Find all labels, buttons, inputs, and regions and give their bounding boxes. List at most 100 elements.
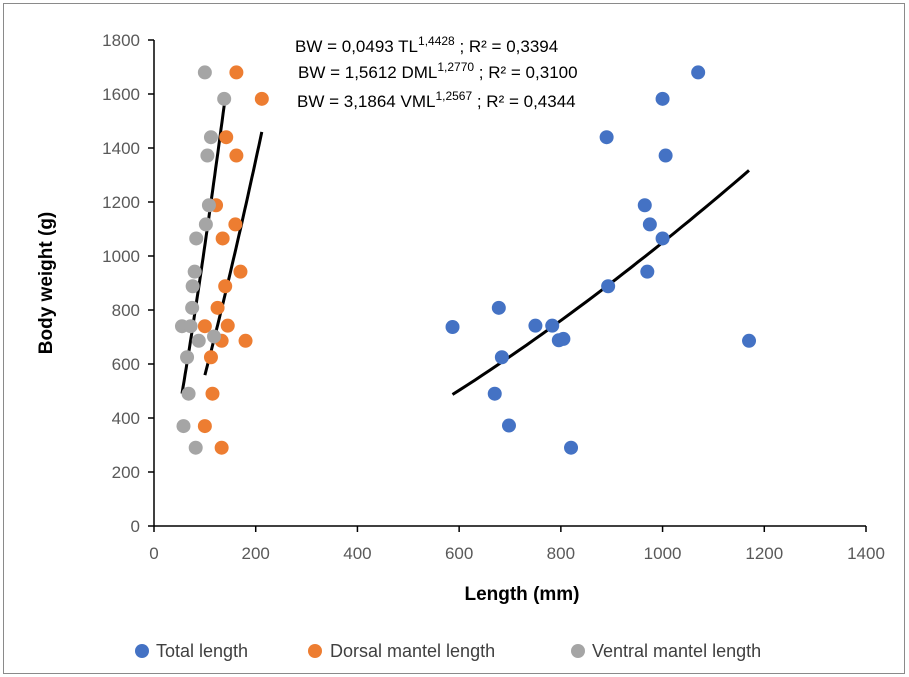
data-point	[185, 279, 200, 294]
data-point	[181, 386, 196, 401]
equation-exponent: 1,2770	[437, 60, 474, 74]
chart-frame	[3, 3, 905, 674]
data-point	[191, 333, 206, 348]
data-point	[197, 419, 212, 434]
data-point	[176, 419, 191, 434]
x-axis-ticks: 0 200 400 600 800 1000 1200 1400	[149, 526, 885, 563]
legend-marker	[308, 644, 322, 658]
data-point	[601, 279, 616, 294]
data-point	[742, 333, 757, 348]
y-tick-label: 600	[112, 355, 140, 374]
data-point	[197, 319, 212, 334]
data-point	[655, 231, 670, 246]
legend-item-ventral-mantel-length: Ventral mantel length	[571, 641, 761, 661]
y-tick-label: 200	[112, 463, 140, 482]
data-point	[491, 300, 506, 315]
legend-marker	[135, 644, 149, 658]
data-point	[185, 300, 200, 315]
data-point	[210, 300, 225, 315]
data-point	[205, 386, 220, 401]
data-point	[228, 217, 243, 232]
legend-item-total-length: Total length	[135, 641, 248, 661]
data-point	[189, 231, 204, 246]
data-point	[220, 318, 235, 333]
data-point	[197, 65, 212, 80]
data-point	[218, 279, 233, 294]
data-point	[229, 148, 244, 163]
data-point	[238, 333, 253, 348]
data-point	[187, 264, 202, 279]
equation-tail: ; R² = 0,3100	[474, 63, 577, 82]
equation-tail: ; R² = 0,4344	[472, 92, 575, 111]
equation-tail: ; R² = 0,3394	[455, 37, 558, 56]
y-tick-label: 1000	[102, 247, 140, 266]
x-tick-label: 0	[149, 544, 158, 563]
y-tick-label: 1800	[102, 31, 140, 50]
y-tick-label: 800	[112, 301, 140, 320]
data-point	[229, 65, 244, 80]
data-point	[637, 198, 652, 213]
x-tick-label: 1200	[745, 544, 783, 563]
y-tick-label: 1600	[102, 85, 140, 104]
equation-exponent: 1,4428	[418, 34, 455, 48]
legend-label: Total length	[156, 641, 248, 661]
x-tick-label: 200	[242, 544, 270, 563]
axes	[153, 40, 866, 527]
data-point	[528, 318, 543, 333]
y-tick-label: 0	[131, 517, 140, 536]
equation-main: BW = 1,5612 DML	[298, 63, 437, 82]
data-point	[219, 130, 234, 145]
data-point	[445, 320, 460, 335]
legend-marker	[571, 644, 585, 658]
x-tick-label: 1000	[644, 544, 682, 563]
data-point	[487, 386, 502, 401]
legend-label: Ventral mantel length	[592, 641, 761, 661]
data-point	[556, 331, 571, 346]
trendline	[180, 105, 226, 394]
equation-total-length: BW = 0,0493 TL1,4428 ; R² = 0,3394	[295, 34, 558, 56]
equation-main: BW = 3,1864 VML	[297, 92, 435, 111]
data-point	[640, 264, 655, 279]
legend-label: Dorsal mantel length	[330, 641, 495, 661]
y-tick-label: 1200	[102, 193, 140, 212]
data-point	[658, 148, 673, 163]
equation-dorsal-mantel-length: BW = 1,5612 DML1,2770 ; R² = 0,3100	[298, 60, 578, 82]
data-point	[217, 91, 232, 106]
x-tick-label: 400	[343, 544, 371, 563]
data-point	[233, 264, 248, 279]
x-tick-label: 1400	[847, 544, 885, 563]
data-point	[642, 217, 657, 232]
data-point	[214, 440, 229, 455]
data-point	[201, 198, 216, 213]
data-point	[599, 130, 614, 145]
data-point	[545, 318, 560, 333]
legend: Total length Dorsal mantel length Ventra…	[135, 641, 761, 661]
data-point	[180, 350, 195, 365]
x-axis-title: Length (mm)	[464, 584, 579, 605]
data-point	[198, 217, 213, 232]
equation-main: BW = 0,0493 TL	[295, 37, 418, 56]
data-point	[691, 65, 706, 80]
y-tick-label: 1400	[102, 139, 140, 158]
data-point	[215, 231, 230, 246]
y-axis-title: Body weight (g)	[36, 212, 57, 354]
data-point	[183, 319, 198, 334]
data-point	[207, 329, 222, 344]
data-point	[203, 130, 218, 145]
data-point	[564, 440, 579, 455]
regression-equations: BW = 0,0493 TL1,4428 ; R² = 0,3394 BW = …	[295, 34, 578, 111]
x-tick-label: 600	[445, 544, 473, 563]
data-point	[655, 91, 670, 106]
data-point	[254, 91, 269, 106]
data-point	[200, 148, 215, 163]
data-point	[203, 350, 218, 365]
data-point	[188, 440, 203, 455]
data-point	[494, 350, 509, 365]
x-tick-label: 800	[547, 544, 575, 563]
data-points	[174, 65, 757, 455]
y-tick-label: 400	[112, 409, 140, 428]
equation-exponent: 1,2567	[435, 89, 472, 103]
equation-ventral-mantel-length: BW = 3,1864 VML1,2567 ; R² = 0,4344	[297, 89, 576, 111]
legend-item-dorsal-mantel-length: Dorsal mantel length	[308, 641, 495, 661]
